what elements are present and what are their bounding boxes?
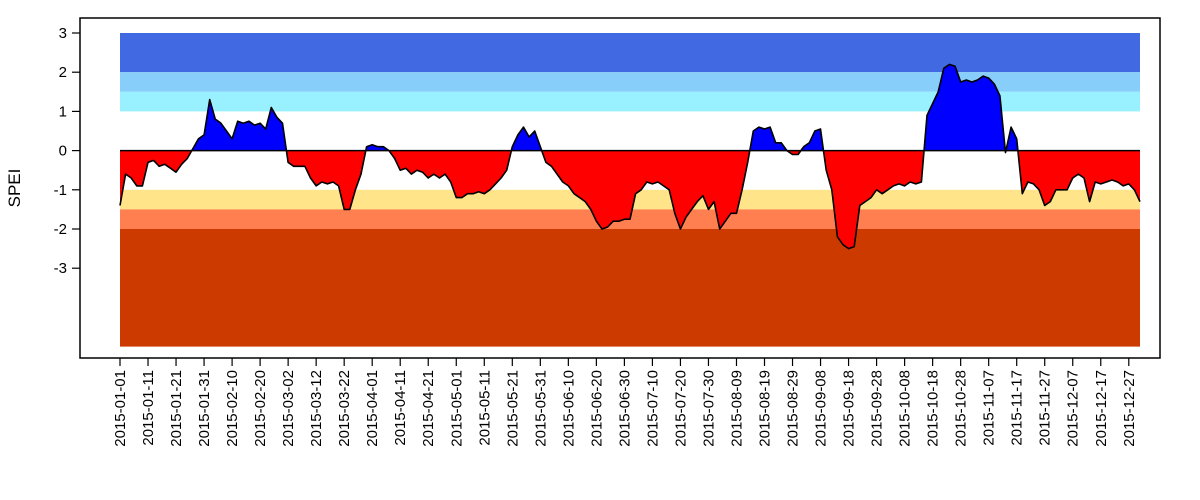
series-line: [119, 63, 1141, 250]
x-tick-label: 2015-02-20: [252, 370, 269, 447]
x-tick-label: 2015-02-10: [224, 370, 241, 447]
y-tick-label: 0: [59, 143, 67, 160]
x-tick-label: 2015-10-08: [897, 370, 914, 447]
x-tick-label: 2015-10-28: [953, 370, 970, 447]
positive-area-11: [924, 64, 1006, 151]
y-tick-label: 3: [59, 25, 67, 42]
x-tick-label: 2015-01-21: [168, 370, 185, 447]
y-tick-label: 1: [59, 103, 67, 120]
negative-area-4: [389, 150, 512, 198]
positive-area-5: [511, 127, 542, 151]
x-tick-label: 2015-03-02: [280, 370, 297, 447]
x-tick-label: 2015-12-17: [1093, 370, 1110, 447]
x-tick-label: 2015-03-12: [308, 370, 325, 447]
x-tick-label: 2015-07-30: [701, 370, 718, 447]
positive-area-3: [365, 144, 389, 151]
x-tick-label: 2015-12-07: [1065, 370, 1082, 447]
y-tick-label: 2: [59, 64, 67, 81]
positive-area-1: [191, 99, 287, 151]
x-tick-label: 2015-11-07: [981, 370, 998, 446]
positive-area-9: [800, 129, 824, 151]
x-tick-label: 2015-09-08: [813, 370, 830, 447]
y-tick-label: -1: [54, 182, 67, 199]
band-1: [120, 72, 1140, 92]
x-tick-label: 2015-06-10: [560, 370, 577, 447]
negative-area-0: [120, 150, 192, 206]
x-tick-label: 2015-04-01: [364, 370, 381, 447]
x-axis: 2015-01-01 2015-01-11 2015-01-21 2015-01-31…: [112, 358, 1138, 447]
x-tick-label: 2015-01-01: [112, 370, 129, 447]
x-tick-label: 2015-10-18: [925, 370, 942, 447]
spei-line: [119, 63, 1141, 250]
y-axis: 3 2 1 0 -1 -2 -3: [54, 25, 80, 277]
positive-area-13: [1005, 127, 1018, 151]
negative-area-8: [786, 150, 801, 155]
spei-area: [120, 64, 1140, 249]
y-axis-title: SPEI: [5, 169, 24, 208]
x-tick-label: 2015-08-09: [729, 370, 746, 447]
negative-area-14: [1017, 150, 1140, 206]
band-0: [120, 33, 1140, 73]
x-tick-label: 2015-03-22: [336, 370, 353, 447]
y-tick-label: -3: [54, 260, 67, 277]
x-tick-label: 2015-05-01: [448, 370, 465, 447]
x-tick-label: 2015-06-20: [588, 370, 605, 447]
y-tick-label: -2: [54, 221, 67, 238]
x-tick-label: 2015-01-11: [140, 370, 157, 446]
band-2: [120, 91, 1140, 112]
x-tick-label: 2015-07-10: [644, 370, 661, 447]
x-tick-label: 2015-05-11: [476, 370, 493, 446]
negative-area-2: [286, 150, 366, 210]
negative-area-6: [541, 150, 750, 229]
x-tick-label: 2015-09-18: [841, 370, 858, 447]
category-bands: [120, 33, 1140, 347]
x-tick-label: 2015-06-30: [616, 370, 633, 447]
x-tick-label: 2015-09-28: [869, 370, 886, 447]
x-tick-label: 2015-08-29: [785, 370, 802, 447]
x-tick-label: 2015-04-21: [420, 370, 437, 447]
x-tick-label: 2015-11-27: [1037, 370, 1054, 446]
x-tick-label: 2015-01-31: [196, 370, 213, 447]
x-tick-label: 2015-05-21: [504, 370, 521, 447]
x-tick-label: 2015-05-31: [532, 370, 549, 447]
plot-frame: [79, 17, 1161, 359]
x-tick-label: 2015-04-11: [392, 370, 409, 446]
x-tick-label: 2015-07-20: [672, 370, 689, 447]
negative-area-10: [823, 150, 925, 249]
x-tick-label: 2015-12-27: [1121, 370, 1138, 447]
x-tick-label: 2015-11-17: [1009, 370, 1026, 446]
band-5: [120, 229, 1140, 347]
x-tick-label: 2015-08-19: [757, 370, 774, 447]
positive-area-7: [749, 127, 787, 151]
